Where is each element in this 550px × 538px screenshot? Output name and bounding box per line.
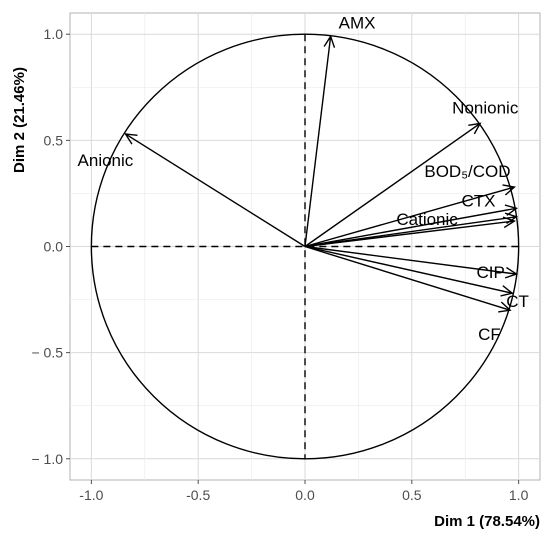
- vector-label-cationic: Cationic: [396, 210, 458, 229]
- vector-amx: [304, 36, 332, 247]
- circle-layer: [90, 33, 520, 460]
- arrowhead-nonionic: [468, 122, 482, 135]
- y-axis-title: Dim 2 (21.46%): [11, 67, 28, 173]
- x-tick-label: 0.5: [402, 487, 422, 503]
- x-tick-label: 1.0: [509, 487, 529, 503]
- vector-label-cf: CF: [478, 325, 501, 344]
- vector-nonionic: [304, 122, 481, 248]
- vector-cip: [304, 245, 517, 275]
- vector-layer: [124, 34, 519, 313]
- arrowhead-cf: [498, 301, 512, 313]
- y-tick-label: 0.5: [44, 132, 64, 148]
- x-tick-label: -1.0: [79, 487, 103, 503]
- arrowhead-ct: [500, 285, 514, 297]
- arrowhead-ctx: [504, 204, 519, 216]
- y-tick-label: 1.0: [44, 26, 64, 42]
- arrowhead-amx: [323, 34, 336, 48]
- vector-ct: [304, 245, 513, 294]
- arrowhead-anionic: [124, 133, 138, 145]
- y-tick-label: 0.0: [44, 239, 64, 255]
- x-tick-label: -0.5: [186, 487, 210, 503]
- tick-layer: -1.0 -0.5 0.0 0.5 1.0 − 1.0 − 0.5 0.0 0.5 1.0: [31, 26, 528, 503]
- vector-cf: [304, 245, 511, 311]
- x-axis-title: Dim 1 (78.54%): [434, 513, 540, 530]
- vector-bod-cod: [304, 186, 515, 248]
- vector-cationic: [304, 220, 515, 248]
- vector-label-bod-cod: BOD₅/COD: [424, 162, 510, 181]
- vector-label-anionic: Anionic: [78, 151, 134, 170]
- vector-anionic: [125, 133, 306, 248]
- y-tick-label: − 1.0: [31, 451, 63, 467]
- arrowhead-cationic: [502, 216, 516, 229]
- vector-label-amx: AMX: [339, 13, 376, 32]
- vector-label-ctx: CTX: [462, 191, 496, 210]
- y-tick-label: − 0.5: [31, 345, 63, 361]
- arrowhead-cip: [504, 266, 519, 279]
- vector-label-nonionic: Nonionic: [452, 98, 519, 117]
- x-tick-label: 0.0: [295, 487, 315, 503]
- vector-label-ct: CT: [506, 292, 529, 311]
- vector-ctx: [304, 207, 517, 248]
- arrowhead-bod-cod: [502, 184, 516, 196]
- vector-label-cip: CIP: [477, 263, 505, 282]
